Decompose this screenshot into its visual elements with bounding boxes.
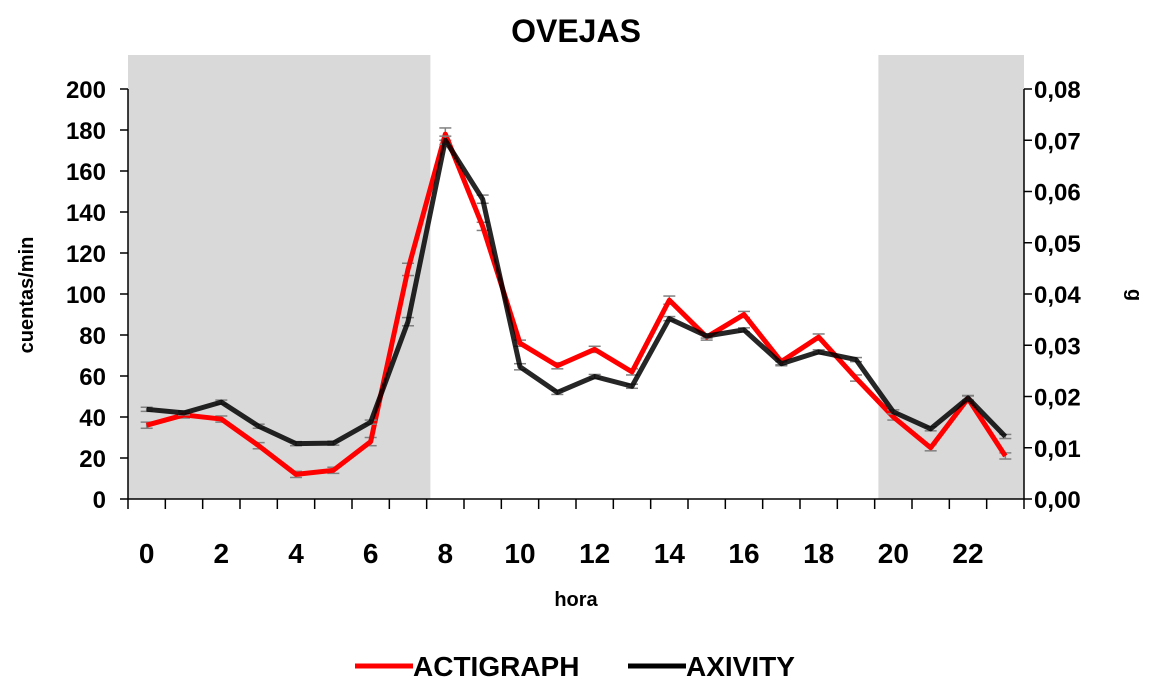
x-tick-label: 20 [878,538,909,569]
y2-tick-label: 0,01 [1034,436,1081,463]
legend: ACTIGRAPH AXIVITY [355,651,795,682]
night-band-0 [128,55,431,499]
y2-tick-label: 0,02 [1034,385,1081,412]
y-tick-label: 180 [66,118,106,145]
y-axis-ticks: 0 20 40 60 80 100 120 140 160 180 200 [66,77,128,514]
y-tick-label: 40 [79,405,106,432]
y-tick-label: 120 [66,241,106,268]
legend-label: ACTIGRAPH [413,651,579,682]
y2-tick-label: 0,05 [1034,231,1081,258]
x-tick-label: 4 [288,538,304,569]
y-tick-label: 100 [66,282,106,309]
y2-axis-ticks: 0,00 0,01 0,02 0,03 0,04 0,05 0,06 0,07 0,08 [1024,77,1081,514]
y-axis-label: cuentas/min [16,237,38,354]
series-axivity [140,135,1012,447]
chart-title: OVEJAS [511,13,641,49]
series-line [146,137,1008,447]
y-tick-label: 0 [93,487,106,514]
x-tick-label: 14 [654,538,686,569]
y2-tick-label: 0,07 [1034,128,1081,155]
x-tick-label: 12 [579,538,610,569]
x-tick-label: 2 [214,538,230,569]
x-tick-label: 6 [363,538,379,569]
y2-tick-label: 0,00 [1034,487,1081,514]
x-tick-label: 8 [438,538,454,569]
x-tick-label: 16 [728,538,759,569]
y-tick-label: 200 [66,77,106,104]
x-axis-ticks: 0 2 4 6 8 10 12 14 16 18 20 22 [127,499,1025,569]
x-axis-label: hora [554,589,598,611]
y-tick-label: 20 [79,446,106,473]
series-group [140,127,1012,479]
y2-tick-label: 0,06 [1034,180,1081,207]
y2-tick-label: 0,04 [1034,282,1081,309]
x-tick-label: 22 [952,538,983,569]
y-tick-label: 60 [79,364,106,391]
x-tick-label: 10 [504,538,535,569]
y-tick-label: 80 [79,323,106,350]
x-tick-label: 0 [139,538,155,569]
y-tick-label: 160 [66,159,106,186]
y-tick-label: 140 [66,200,106,227]
x-tick-label: 18 [803,538,834,569]
y2-tick-label: 0,08 [1034,77,1081,104]
legend-label: AXIVITY [686,651,795,682]
series-line [146,131,1008,477]
y2-tick-label: 0,03 [1034,333,1081,360]
shaded-bands [128,55,1024,499]
y2-axis-label: g [1123,289,1145,301]
